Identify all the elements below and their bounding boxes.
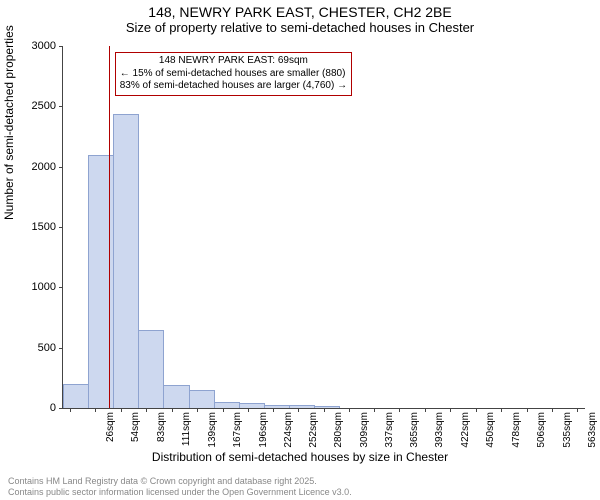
y-tick-mark xyxy=(59,348,63,349)
histogram-chart: 148 NEWRY PARK EAST: 69sqm ← 15% of semi… xyxy=(62,46,585,409)
x-tick-label: 167sqm xyxy=(232,412,243,452)
histogram-bar xyxy=(239,403,265,408)
y-tick-mark xyxy=(59,408,63,409)
y-tick-mark xyxy=(59,167,63,168)
x-tick-mark xyxy=(450,408,451,412)
histogram-bar xyxy=(63,384,89,408)
y-tick-label: 3000 xyxy=(6,40,56,52)
x-tick-label: 563sqm xyxy=(587,412,598,452)
x-tick-label: 139sqm xyxy=(207,412,218,452)
x-tick-mark xyxy=(197,408,198,412)
x-tick-label: 365sqm xyxy=(409,412,420,452)
footer-line-2: Contains public sector information licen… xyxy=(8,487,352,498)
histogram-bar xyxy=(189,390,215,408)
y-tick-label: 1000 xyxy=(6,281,56,293)
histogram-bar xyxy=(163,385,189,408)
histogram-bar xyxy=(289,405,315,408)
x-tick-label: 535sqm xyxy=(562,412,573,452)
y-tick-label: 0 xyxy=(6,402,56,414)
x-tick-label: 111sqm xyxy=(181,412,192,452)
chart-container: 148, NEWRY PARK EAST, CHESTER, CH2 2BE S… xyxy=(0,0,600,500)
y-tick-label: 500 xyxy=(6,342,56,354)
x-tick-label: 478sqm xyxy=(511,412,522,452)
histogram-bar xyxy=(88,155,114,408)
x-tick-mark xyxy=(349,408,350,412)
x-tick-label: 83sqm xyxy=(156,412,167,452)
x-tick-mark xyxy=(298,408,299,412)
x-tick-label: 450sqm xyxy=(485,412,496,452)
x-tick-mark xyxy=(223,408,224,412)
x-tick-label: 196sqm xyxy=(258,412,269,452)
x-tick-label: 26sqm xyxy=(105,412,116,452)
x-tick-label: 54sqm xyxy=(130,412,141,452)
x-tick-mark xyxy=(172,408,173,412)
x-tick-label: 506sqm xyxy=(536,412,547,452)
info-line-3: 83% of semi-detached houses are larger (… xyxy=(120,80,347,93)
histogram-bar xyxy=(214,402,240,408)
info-line-2: ← 15% of semi-detached houses are smalle… xyxy=(120,68,347,81)
y-tick-label: 2500 xyxy=(6,100,56,112)
page-title: 148, NEWRY PARK EAST, CHESTER, CH2 2BE xyxy=(0,4,600,20)
info-line-1: 148 NEWRY PARK EAST: 69sqm xyxy=(120,55,347,68)
x-tick-mark xyxy=(374,408,375,412)
x-tick-mark xyxy=(146,408,147,412)
x-tick-mark xyxy=(248,408,249,412)
x-tick-mark xyxy=(476,408,477,412)
x-tick-mark xyxy=(577,408,578,412)
histogram-bar xyxy=(264,405,290,408)
x-tick-label: 337sqm xyxy=(384,412,395,452)
histogram-bar xyxy=(113,114,139,408)
y-tick-mark xyxy=(59,46,63,47)
x-tick-label: 393sqm xyxy=(434,412,445,452)
x-tick-label: 280sqm xyxy=(333,412,344,452)
histogram-bar xyxy=(314,406,340,408)
y-tick-mark xyxy=(59,106,63,107)
x-tick-mark xyxy=(324,408,325,412)
y-axis-label: Number of semi-detached properties xyxy=(2,25,16,220)
x-tick-mark xyxy=(399,408,400,412)
y-tick-mark xyxy=(59,227,63,228)
page-subtitle: Size of property relative to semi-detach… xyxy=(0,20,600,35)
x-axis-label: Distribution of semi-detached houses by … xyxy=(0,450,600,464)
x-tick-mark xyxy=(425,408,426,412)
x-tick-label: 224sqm xyxy=(283,412,294,452)
x-tick-mark xyxy=(273,408,274,412)
info-annotation-box: 148 NEWRY PARK EAST: 69sqm ← 15% of semi… xyxy=(115,52,352,96)
y-tick-label: 2000 xyxy=(6,161,56,173)
x-tick-mark xyxy=(552,408,553,412)
reference-line xyxy=(109,46,110,408)
x-tick-mark xyxy=(70,408,71,412)
x-tick-mark xyxy=(121,408,122,412)
footer-attribution: Contains HM Land Registry data © Crown c… xyxy=(8,476,352,498)
y-tick-mark xyxy=(59,287,63,288)
x-tick-mark xyxy=(527,408,528,412)
x-tick-mark xyxy=(501,408,502,412)
footer-line-1: Contains HM Land Registry data © Crown c… xyxy=(8,476,352,487)
y-tick-label: 1500 xyxy=(6,221,56,233)
x-tick-label: 309sqm xyxy=(359,412,370,452)
x-tick-label: 252sqm xyxy=(308,412,319,452)
x-tick-label: 422sqm xyxy=(460,412,471,452)
x-tick-mark xyxy=(95,408,96,412)
title-block: 148, NEWRY PARK EAST, CHESTER, CH2 2BE S… xyxy=(0,0,600,35)
histogram-bar xyxy=(138,330,164,408)
